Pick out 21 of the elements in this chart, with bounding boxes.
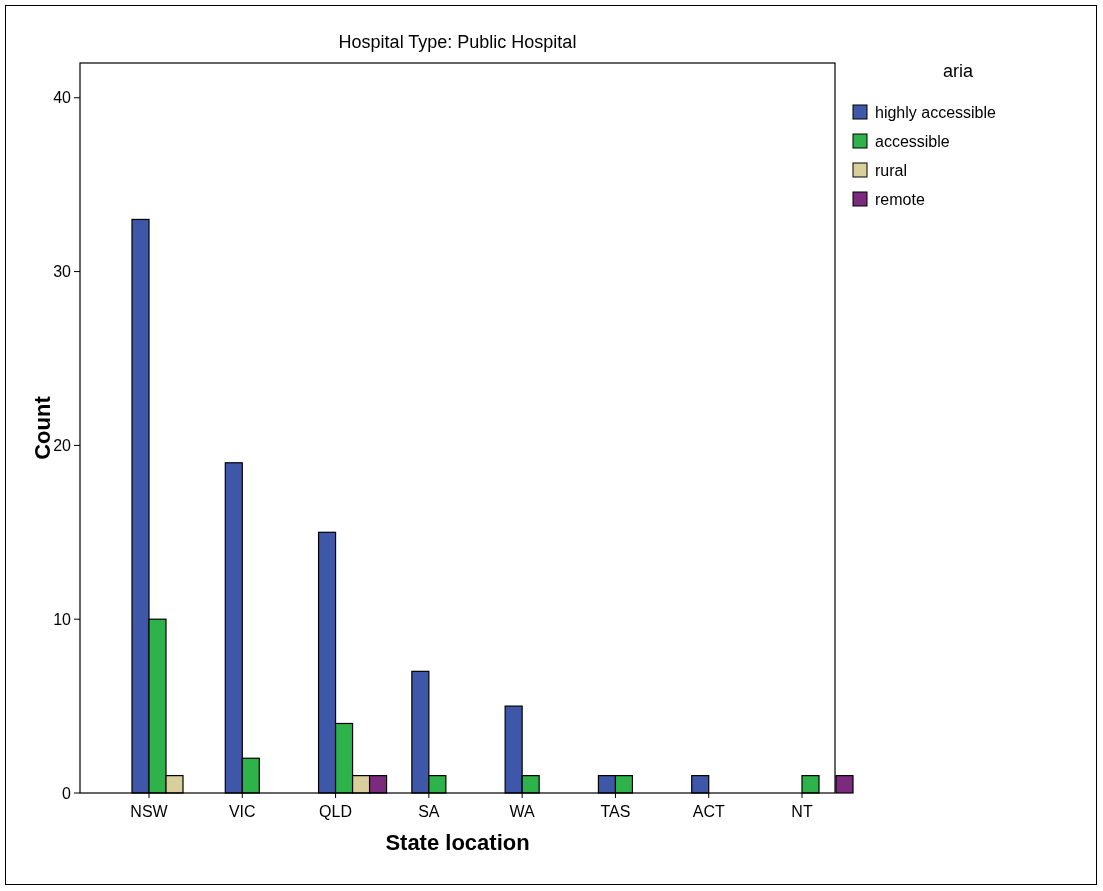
x-tick-label: NSW <box>130 803 169 820</box>
legend-label: remote <box>875 190 925 208</box>
x-tick-label: ACT <box>692 803 725 820</box>
legend-label: accessible <box>875 132 950 150</box>
legend-title: aria <box>942 61 974 81</box>
x-tick-label: SA <box>418 803 440 820</box>
y-tick-label: 0 <box>62 784 72 802</box>
x-tick-label: NT <box>791 803 813 820</box>
y-tick-label: 20 <box>53 436 72 454</box>
legend-label: highly accessible <box>875 103 997 121</box>
y-tick-label: 30 <box>53 263 72 281</box>
y-axis-title: Count <box>30 395 55 460</box>
x-tick-label: WA <box>509 803 536 820</box>
x-axis-title: State location <box>385 830 530 855</box>
x-tick-label: QLD <box>319 803 353 820</box>
legend-label: rural <box>875 161 908 179</box>
y-tick-label: 40 <box>53 89 72 107</box>
x-tick-label: VIC <box>228 803 256 820</box>
y-tick-label: 10 <box>53 610 72 628</box>
chart-title: Hospital Type: Public Hospital <box>338 32 577 52</box>
x-tick-label: TAS <box>600 803 631 820</box>
